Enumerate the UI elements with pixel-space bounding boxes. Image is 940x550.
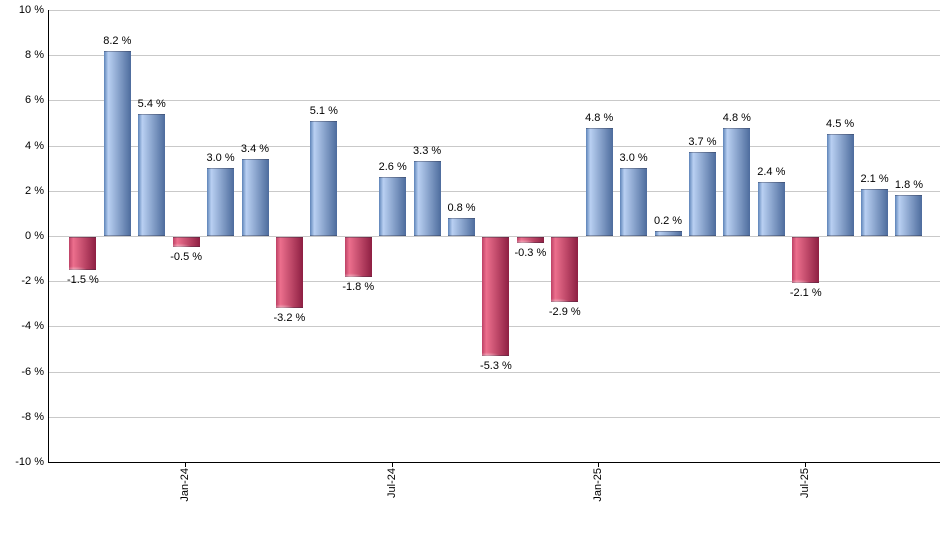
bar-aug-24	[413, 161, 441, 236]
bar-jul-24	[379, 177, 407, 236]
bar-nov-24	[516, 237, 544, 243]
bar-value-label-nov-23: 8.2 %	[103, 34, 132, 47]
y-axis-tick-label: 4 %	[25, 139, 44, 152]
bar-value-label-mar-24: 3.4 %	[240, 143, 270, 156]
gridline	[49, 145, 940, 147]
y-axis-tick-label: -6 %	[21, 365, 44, 378]
y-axis-tick-label: 6 %	[25, 94, 44, 107]
gridline	[49, 100, 940, 102]
bar-oct-23	[69, 237, 97, 270]
bar-apr-25	[688, 152, 716, 236]
bar-oct-25	[895, 195, 923, 236]
bar-jun-24	[344, 237, 372, 277]
gridline	[49, 416, 940, 418]
bar-value-label-nov-24: -0.3 %	[514, 246, 547, 259]
gridline	[49, 55, 940, 57]
bar-mar-24	[241, 159, 269, 236]
y-axis-tick-label: -4 %	[21, 320, 44, 333]
bar-aug-25	[826, 134, 854, 236]
gridline	[49, 236, 940, 237]
bar-mar-25	[654, 231, 682, 236]
y-axis-tick-label: 2 %	[25, 184, 44, 197]
bar-value-label-aug-25: 4.5 %	[826, 118, 855, 131]
bar-value-label-dec-24: -2.9 %	[548, 305, 581, 318]
bar-value-label-aug-24: 3.3 %	[413, 145, 442, 158]
y-axis-tick-label: -8 %	[21, 410, 44, 423]
bar-oct-24	[482, 237, 510, 356]
bar-jan-25	[585, 127, 613, 236]
x-axis-tick-label: Jan-24	[179, 468, 192, 502]
bar-nov-23	[103, 50, 131, 236]
bar-value-label-oct-23: -1.5 %	[66, 273, 99, 286]
bar-sep-25	[861, 188, 889, 236]
bar-value-label-sep-24: 0.8 %	[447, 201, 476, 214]
bar-value-label-may-24: 5.1 %	[309, 104, 338, 117]
bar-may-25	[723, 127, 751, 236]
bar-feb-25	[620, 168, 648, 236]
bar-value-label-apr-25: 3.7 %	[688, 136, 717, 149]
bar-apr-24	[275, 237, 303, 309]
bar-jun-25	[757, 181, 785, 236]
plot-area: -1.5 % 8.2 % 5.4 % -0.5 % 3.0 % 3.4 % -3.2 % 5.…	[48, 10, 940, 463]
bar-value-label-jul-24: 2.6 %	[378, 161, 407, 174]
gridline	[49, 371, 940, 373]
bar-value-label-mar-25: 0.2 %	[653, 215, 683, 228]
bar-jul-25	[792, 237, 820, 284]
y-axis-tick-label: 10 %	[18, 4, 44, 16]
gridline	[49, 190, 940, 192]
y-axis-tick-label: -2 %	[21, 275, 44, 288]
bar-feb-24	[207, 168, 235, 236]
bar-value-label-jul-25: -2.1 %	[789, 287, 822, 300]
bar-value-label-feb-24: 3.0 %	[206, 152, 235, 165]
bar-dec-23	[138, 113, 166, 236]
bar-value-label-oct-24: -5.3 %	[480, 359, 512, 372]
bar-may-24	[310, 120, 338, 236]
bar-dec-24	[551, 237, 579, 302]
bar-value-label-jun-25: 2.4 %	[757, 165, 786, 178]
x-axis-tick-label: Jan-25	[592, 468, 605, 502]
x-axis-tick	[804, 462, 806, 467]
bar-sep-24	[448, 217, 476, 236]
x-axis-tick-label: Jul-25	[798, 468, 811, 498]
bar-value-label-jun-24: -1.8 %	[342, 280, 375, 293]
bar-value-label-sep-25: 2.1 %	[860, 172, 889, 185]
gridline	[49, 10, 940, 11]
x-axis-tick	[598, 462, 600, 467]
bar-jan-24	[172, 237, 200, 248]
bar-value-label-apr-24: -3.2 %	[273, 312, 306, 325]
bar-value-label-feb-25: 3.0 %	[619, 152, 648, 165]
x-axis-tick	[391, 462, 393, 467]
y-axis-tick-label: -10 %	[15, 456, 44, 468]
bar-value-label-may-25: 4.8 %	[722, 111, 751, 124]
bar-value-label-dec-23: 5.4 %	[137, 97, 166, 110]
y-axis-tick-label: 8 %	[25, 49, 44, 62]
bar-value-label-oct-25: 1.8 %	[894, 179, 924, 192]
y-axis-tick-label: 0 %	[25, 230, 44, 242]
x-axis-tick	[185, 462, 187, 467]
bar-value-label-jan-24: -0.5 %	[170, 251, 203, 264]
x-axis-tick-label: Jul-24	[385, 468, 398, 498]
bar-value-label-jan-25: 4.8 %	[585, 111, 614, 124]
